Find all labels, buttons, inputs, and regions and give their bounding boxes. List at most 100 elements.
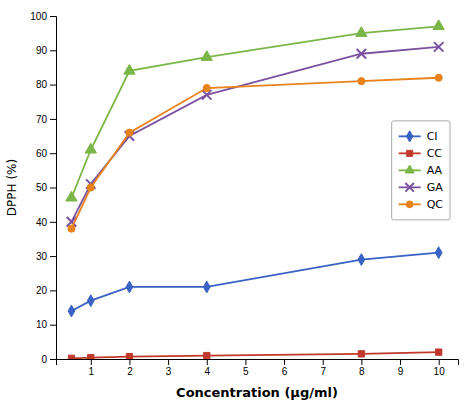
legend-box bbox=[392, 121, 450, 220]
series-line bbox=[71, 253, 438, 311]
x-tick: 2 bbox=[127, 359, 133, 377]
x-axis: 1 2 3 4 5 6 7 8 9 10 bbox=[57, 359, 459, 377]
x-tick-label: 8 bbox=[359, 366, 365, 377]
y-axis-line bbox=[50, 17, 57, 360]
series-marker bbox=[88, 354, 94, 359]
x-tick-label: 10 bbox=[434, 366, 446, 377]
y-tick-label: 40 bbox=[36, 217, 48, 228]
series-marker bbox=[434, 42, 443, 51]
series-marker bbox=[66, 191, 77, 201]
x-tick: 6 bbox=[282, 359, 288, 377]
y-tick: 90 bbox=[36, 45, 56, 56]
series-marker bbox=[201, 51, 212, 61]
series-marker bbox=[357, 49, 366, 58]
x-tick-mark bbox=[323, 359, 324, 365]
y-tick: 20 bbox=[36, 285, 56, 296]
legend-marker bbox=[406, 131, 412, 142]
y-tick-label: 80 bbox=[36, 79, 48, 90]
x-tick-mark bbox=[168, 359, 169, 365]
y-tick-label: 60 bbox=[36, 148, 48, 159]
y-tick-mark bbox=[50, 85, 56, 86]
x-tick: 5 bbox=[243, 359, 249, 377]
x-tick-mark bbox=[207, 359, 208, 365]
x-tick: 8 bbox=[359, 359, 365, 377]
x-tick-mark bbox=[91, 359, 92, 365]
x-tick-mark bbox=[245, 359, 246, 365]
y-tick: 50 bbox=[36, 182, 56, 193]
series-marker bbox=[204, 352, 210, 358]
legend-marker bbox=[405, 165, 414, 173]
series-marker bbox=[85, 143, 96, 153]
series-marker bbox=[358, 254, 365, 266]
y-tick-mark bbox=[50, 290, 56, 291]
y-tick-label: 30 bbox=[36, 251, 48, 262]
y-tick-label: 10 bbox=[36, 319, 48, 330]
y-tick: 40 bbox=[36, 217, 56, 228]
x-tick: 7 bbox=[320, 359, 326, 377]
legend-marker bbox=[407, 150, 413, 156]
legend-item: CC bbox=[399, 147, 443, 160]
x-tick: 1 bbox=[89, 359, 95, 377]
x-tick-label: 3 bbox=[166, 366, 172, 377]
legend-marker bbox=[405, 183, 414, 192]
series-marker bbox=[358, 351, 364, 357]
x-tick-label: 2 bbox=[127, 366, 133, 377]
series-marker bbox=[68, 355, 74, 359]
y-tick: 30 bbox=[36, 251, 56, 262]
chart: 123456789100102030405060708090100CICCAAG… bbox=[0, 0, 474, 407]
series-marker bbox=[435, 247, 442, 259]
y-tick-label: 90 bbox=[36, 45, 48, 56]
legend-label: GA bbox=[427, 181, 444, 194]
series-line bbox=[71, 78, 438, 229]
series-marker bbox=[126, 281, 133, 293]
series-marker bbox=[87, 184, 94, 191]
y-tick: 80 bbox=[36, 79, 56, 90]
y-tick-mark bbox=[50, 153, 56, 154]
x-tick-label: 7 bbox=[320, 366, 326, 377]
x-tick-label: 6 bbox=[282, 366, 288, 377]
x-axis-title: Concentration (μg/ml) bbox=[176, 385, 338, 400]
x-tick-mark bbox=[400, 359, 401, 365]
x-tick: 9 bbox=[398, 359, 404, 377]
series-marker bbox=[203, 281, 210, 293]
x-tick: 10 bbox=[434, 359, 446, 377]
x-tick-label: 4 bbox=[204, 366, 210, 377]
x-tick-mark bbox=[129, 359, 130, 365]
legend-label: AA bbox=[427, 164, 443, 177]
legend-item: GA bbox=[399, 181, 444, 194]
series-marker bbox=[68, 225, 75, 232]
series-marker bbox=[203, 84, 210, 91]
series-marker bbox=[124, 64, 135, 74]
series-marker bbox=[433, 20, 444, 30]
y-tick-mark bbox=[50, 16, 56, 17]
x-tick-mark bbox=[284, 359, 285, 365]
y-tick-label: 20 bbox=[36, 285, 48, 296]
y-tick-mark bbox=[50, 222, 56, 223]
legend-label: CI bbox=[427, 130, 438, 143]
y-tick-mark bbox=[50, 359, 56, 360]
x-tick: 4 bbox=[204, 359, 210, 377]
x-tick-mark bbox=[439, 359, 440, 365]
y-tick: 100 bbox=[30, 11, 56, 22]
y-tick-mark bbox=[50, 256, 56, 257]
y-tick: 60 bbox=[36, 148, 56, 159]
y-tick-mark bbox=[50, 50, 56, 51]
x-tick-mark bbox=[361, 359, 362, 365]
y-tick-label: 0 bbox=[41, 354, 47, 365]
plot: 123456789100102030405060708090100CICCAAG… bbox=[30, 11, 458, 377]
series-marker bbox=[126, 353, 132, 359]
y-tick-label: 50 bbox=[36, 182, 48, 193]
y-tick-label: 100 bbox=[30, 11, 47, 22]
y-tick-mark bbox=[50, 188, 56, 189]
series-marker bbox=[435, 74, 442, 81]
series-line bbox=[71, 47, 438, 222]
x-tick-label: 1 bbox=[89, 366, 95, 377]
y-tick-mark bbox=[50, 119, 56, 120]
x-tick: 3 bbox=[166, 359, 172, 377]
y-tick: 0 bbox=[41, 354, 56, 365]
series-marker bbox=[358, 78, 365, 85]
legend: CICCAAGAQC bbox=[392, 121, 450, 220]
x-tick-label: 5 bbox=[243, 366, 249, 377]
y-axis: 0102030405060708090100 bbox=[30, 11, 56, 365]
series-marker bbox=[356, 27, 367, 37]
